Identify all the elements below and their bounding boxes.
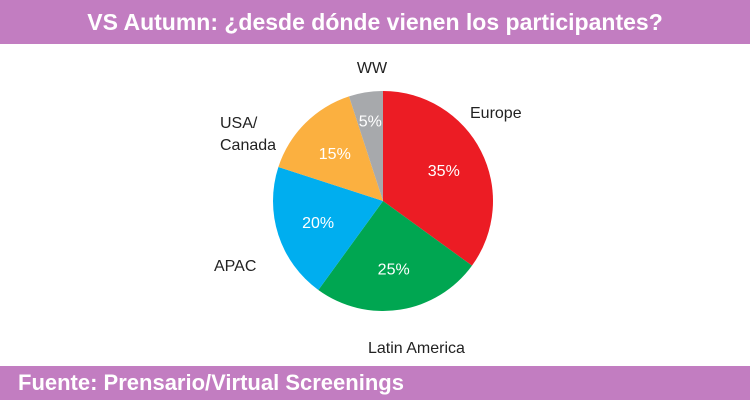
slice-value-label: 20% (302, 215, 334, 232)
category-label-europe: Europe (470, 105, 522, 122)
slice-value-label: 5% (359, 114, 382, 131)
pie-slice-apac (272, 167, 383, 290)
slice-value-label: 25% (378, 261, 410, 278)
category-label-apac: APAC (214, 258, 256, 275)
source-caption: Fuente: Prensario/Virtual Screenings (0, 366, 750, 400)
pie-slice-ww (349, 91, 383, 201)
category-label-usa-canada: USA/Canada (220, 115, 276, 154)
chart-title: VS Autumn: ¿desde dónde vienen los parti… (0, 0, 750, 44)
category-label-ww: WW (357, 60, 388, 77)
pie-slice-europe (383, 91, 494, 266)
pie-slice-latin-america (318, 201, 472, 312)
pie-slice-usa-canada (278, 96, 383, 201)
category-label-latin-america: Latin America (368, 340, 465, 357)
slice-value-label: 35% (428, 163, 460, 180)
slice-value-label: 15% (319, 146, 351, 163)
